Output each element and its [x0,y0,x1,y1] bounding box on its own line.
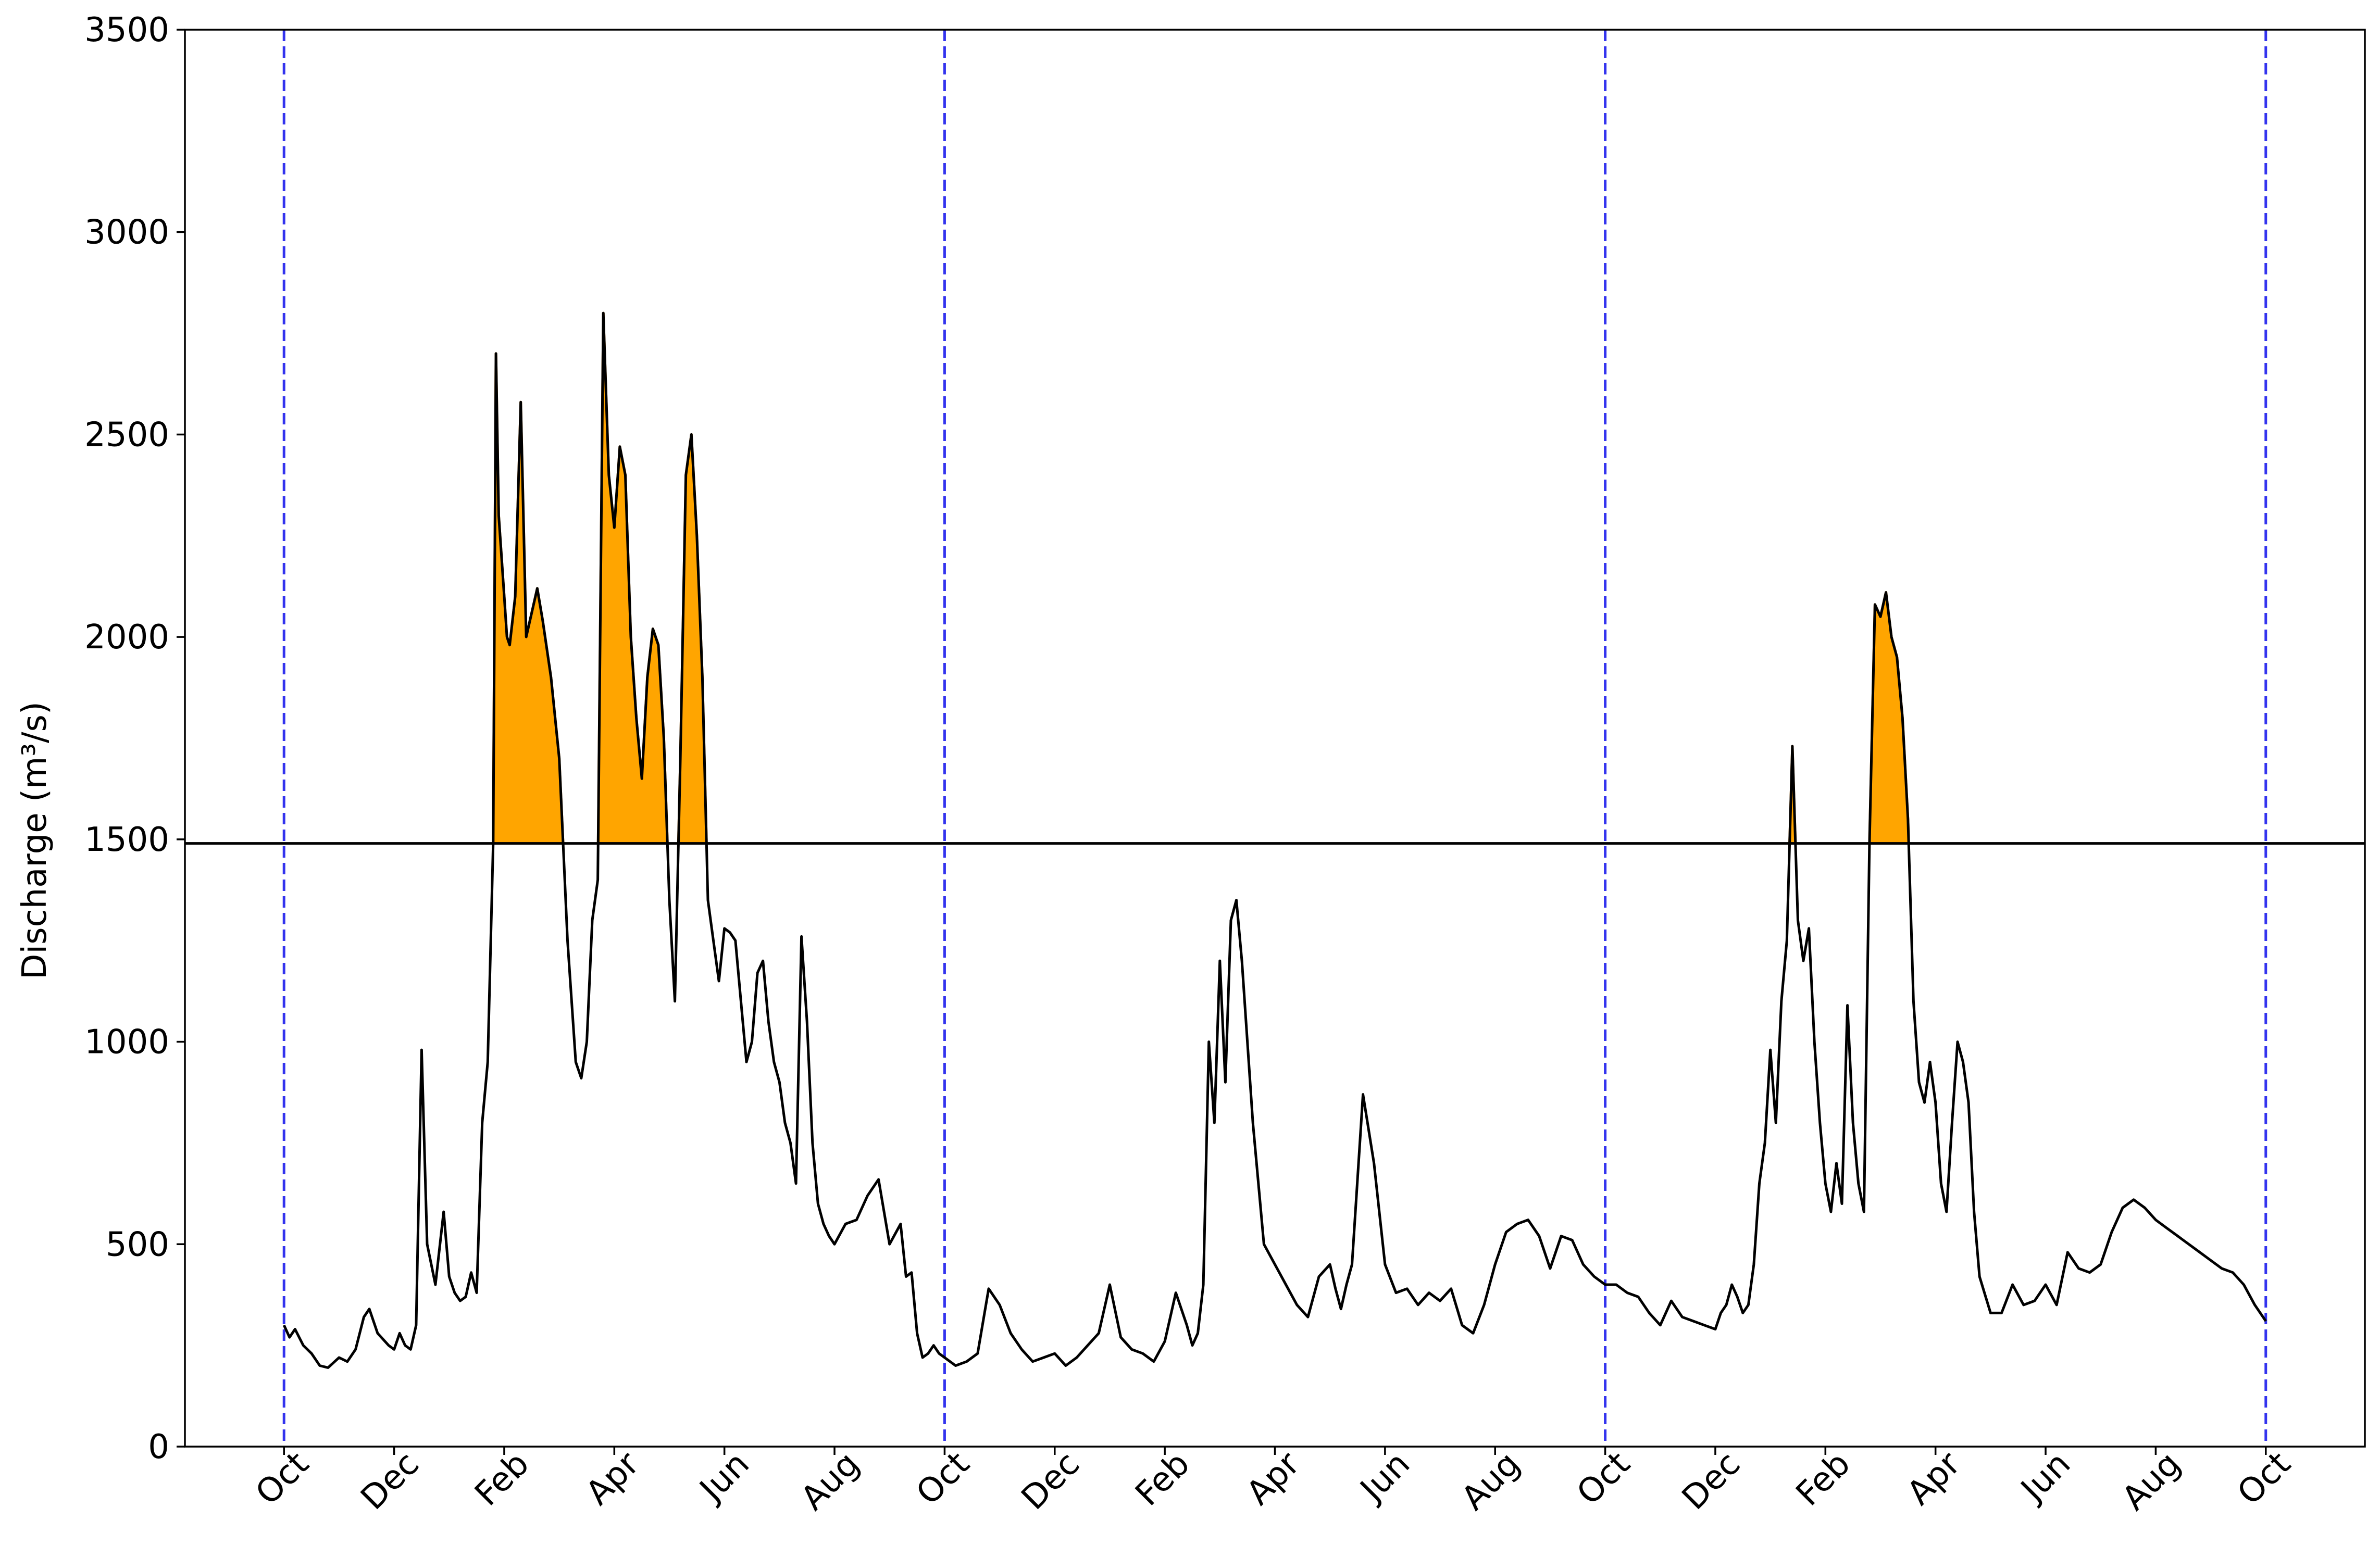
discharge-line [282,311,2267,1369]
y-axis-label: Discharge (m³/s) [16,701,54,980]
exceedance-area [596,311,669,845]
year-marker-layer [282,30,2267,1447]
x-tick-label: Feb [1128,1445,1197,1513]
axes-layer: 0 500 1000 1500 2000 2500 3000 3500 Oct Dec Feb Apr… [84,11,2366,1518]
x-tick-label: Dec [354,1445,427,1517]
x-tick-label: Aug [2115,1445,2188,1518]
x-tick-label: Jun [2012,1445,2078,1510]
y-tick-label: 1500 [84,821,169,859]
y-tick-label: 3500 [84,11,169,49]
x-tick-label: Dec [1014,1445,1087,1517]
x-tick-label: Apr [1900,1445,1968,1513]
x-tick-label: Feb [1789,1445,1858,1513]
x-tick-label: Jun [1352,1445,1417,1510]
x-tick-label: Oct [248,1445,317,1513]
x-tick-label: Jun [691,1445,757,1510]
x-tick-label: Apr [1239,1445,1307,1513]
x-tick-label: Oct [909,1445,977,1513]
x-tick-label: Oct [1569,1445,1638,1513]
y-tick-label: 2000 [84,618,169,657]
x-tick-label: Oct [2230,1445,2298,1513]
x-tick-label: Dec [1675,1445,1748,1517]
series-line-layer [282,311,2267,1369]
y-tick-label: 0 [148,1428,169,1466]
y-tick-label: 3000 [84,214,169,252]
x-tick-label: Feb [468,1445,537,1513]
x-tick-label: Apr [579,1445,647,1513]
x-tick-label: Aug [1454,1445,1528,1518]
x-tick-label: Aug [794,1445,867,1518]
y-tick-label: 1000 [84,1023,169,1062]
y-tick-label: 500 [106,1225,169,1264]
y-tick-label: 2500 [84,416,169,454]
